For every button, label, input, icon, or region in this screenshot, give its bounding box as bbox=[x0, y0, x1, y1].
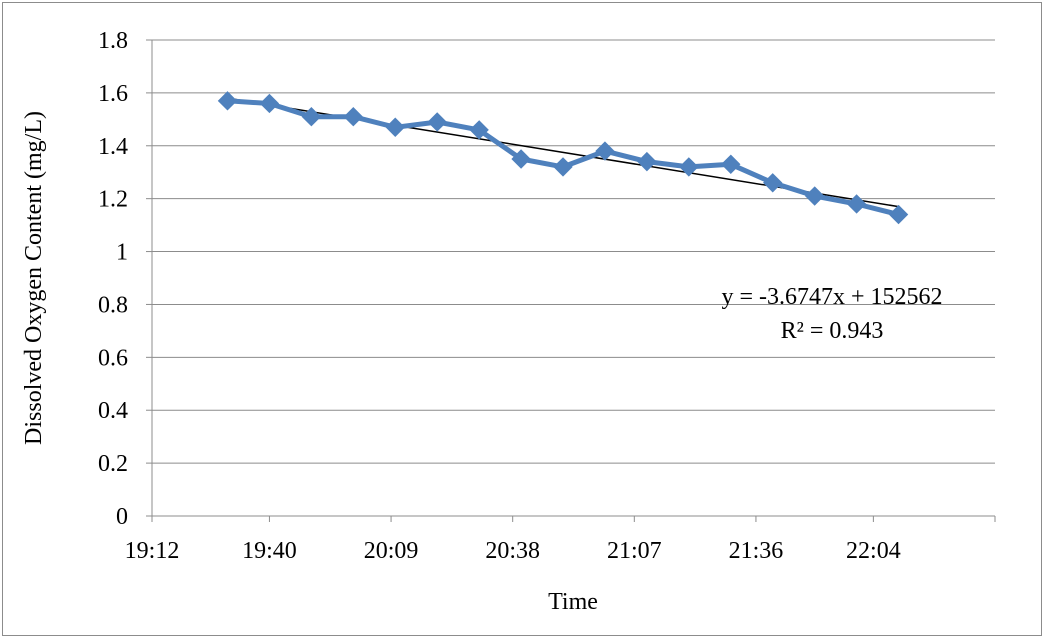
x-tick-label: 20:38 bbox=[485, 538, 540, 564]
y-tick-label: 0.6 bbox=[98, 345, 128, 371]
data-point-marker bbox=[888, 204, 909, 225]
tick-label-layer: 0 0.2 0.4 0.6 0.8 1 1.2 1.4 1.6 1.8 19:12 19:40 20:0… bbox=[98, 28, 901, 564]
marker-layer bbox=[217, 91, 909, 225]
data-point-marker bbox=[469, 120, 489, 140]
y-tick-label: 1 bbox=[116, 240, 128, 266]
x-axis-title: Time bbox=[548, 589, 598, 615]
x-tick-label: 21:07 bbox=[607, 538, 662, 564]
x-tick-label: 19:40 bbox=[242, 538, 297, 564]
x-tick-label: 21:36 bbox=[729, 538, 784, 564]
x-tick-label: 19:12 bbox=[125, 538, 180, 564]
y-tick-label: 0.8 bbox=[98, 292, 128, 318]
y-tick-label: 1.8 bbox=[98, 28, 128, 54]
data-point-marker bbox=[637, 151, 657, 172]
y-tick-label: 0.4 bbox=[98, 398, 128, 424]
data-point-marker bbox=[553, 157, 573, 177]
data-point-marker bbox=[679, 157, 699, 177]
data-point-marker bbox=[217, 91, 238, 111]
y-tick-label: 1.2 bbox=[98, 187, 128, 213]
data-point-marker bbox=[804, 186, 825, 206]
y-tick-label: 1.6 bbox=[98, 81, 128, 107]
trendline-equation: y = -3.6747x + 152562 bbox=[721, 284, 942, 310]
y-tick-label: 0 bbox=[116, 504, 128, 530]
data-point-marker bbox=[427, 112, 447, 132]
data-point-marker bbox=[511, 149, 531, 169]
data-point-marker bbox=[846, 194, 867, 214]
data-point-marker bbox=[259, 93, 280, 114]
data-point-marker bbox=[343, 106, 364, 127]
data-point-marker bbox=[763, 173, 783, 193]
y-tick-label: 0.2 bbox=[98, 451, 128, 477]
data-point-marker bbox=[385, 117, 405, 137]
data-point-marker bbox=[301, 106, 322, 127]
y-axis-title: Dissolved Oxygen Content (mg/L) bbox=[21, 111, 47, 445]
data-point-marker bbox=[721, 154, 741, 174]
x-tick-label: 20:09 bbox=[364, 538, 419, 564]
grid-layer bbox=[146, 39, 996, 522]
trendline-r-squared: R² = 0.943 bbox=[781, 318, 884, 344]
data-point-marker bbox=[595, 141, 615, 161]
y-tick-label: 1.4 bbox=[98, 134, 128, 160]
x-tick-label: 22:04 bbox=[846, 538, 901, 564]
